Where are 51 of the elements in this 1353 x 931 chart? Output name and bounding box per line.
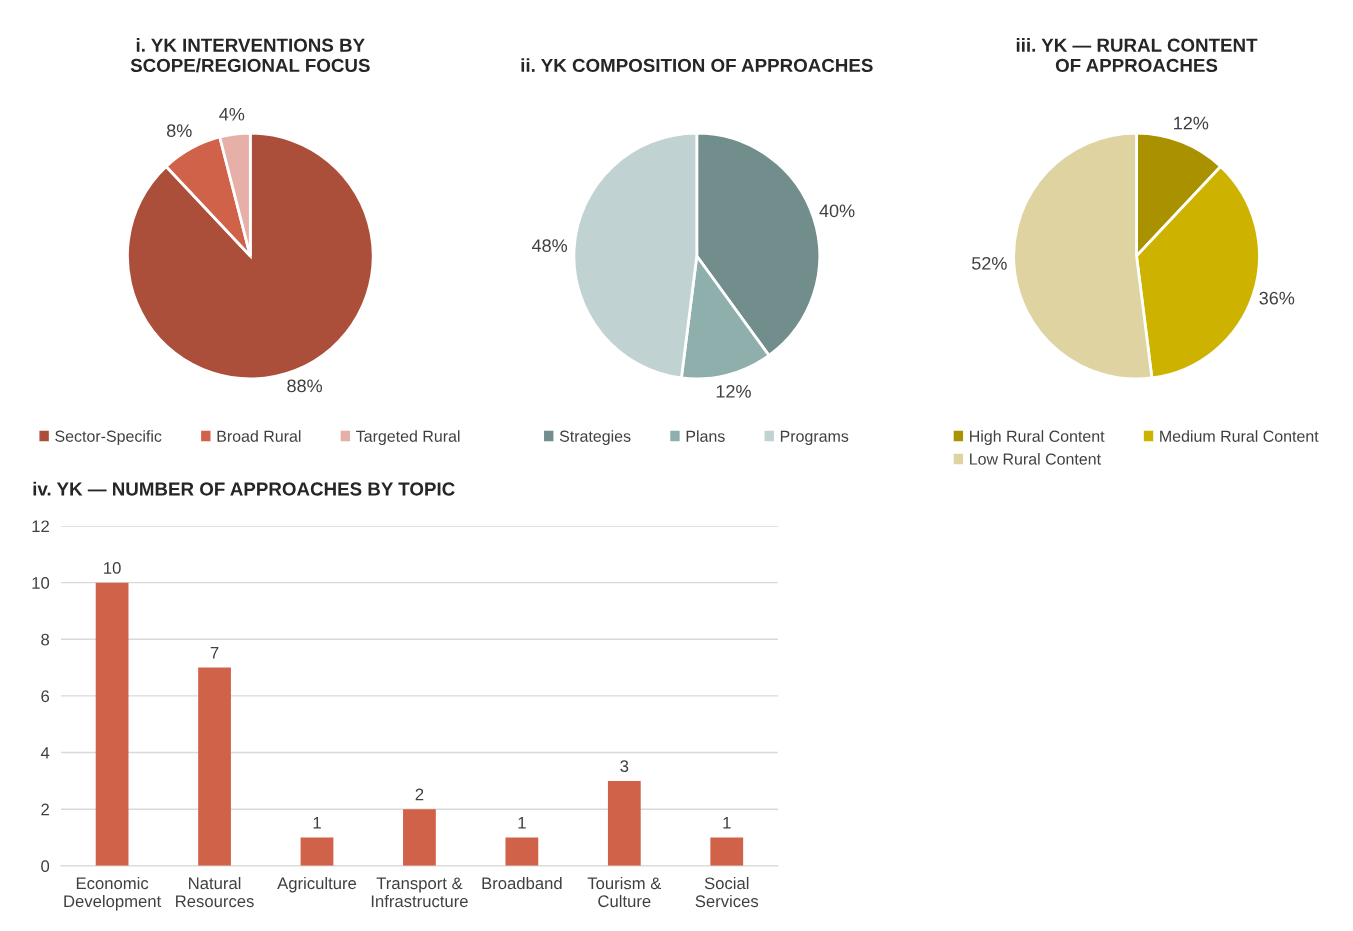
data-label: 1 xyxy=(518,817,526,829)
legend-label: Strategies xyxy=(559,430,631,446)
bar xyxy=(710,837,744,866)
data-label: 3 xyxy=(620,760,629,773)
y-tick-label: 4 xyxy=(40,747,50,759)
x-tick-label: Agriculture xyxy=(277,876,357,893)
chart-title: iii. YK — RURAL CONTENT OF APPROACHES xyxy=(1016,38,1258,73)
data-label: 48% xyxy=(531,239,568,252)
data-label: 7 xyxy=(210,647,219,659)
data-label: 12% xyxy=(716,384,751,398)
y-tick-label: 0 xyxy=(41,860,50,873)
data-label: 1 xyxy=(313,817,321,829)
y-tick-label: 12 xyxy=(32,520,49,533)
data-label: 10 xyxy=(104,562,121,574)
legend-label: Targeted Rural xyxy=(356,430,460,446)
bar xyxy=(607,780,641,866)
legend-label: Medium Rural Content xyxy=(1160,430,1319,442)
data-label: 1 xyxy=(723,817,731,829)
chart-title: ii. YK COMPOSITION OF APPROACHES xyxy=(521,58,873,73)
legend-label: Broad Rural xyxy=(217,430,301,442)
bar xyxy=(95,582,129,866)
chart-title: iv. YK — NUMBER OF APPROACHES BY TOPIC xyxy=(33,481,455,496)
x-tick-label: Broadband xyxy=(482,876,562,890)
data-label: 52% xyxy=(971,256,1007,270)
legend-label: High Rural Content xyxy=(970,430,1105,446)
data-label: 4% xyxy=(219,107,245,121)
y-tick-label: 2 xyxy=(41,803,49,816)
y-tick-label: 6 xyxy=(41,690,50,703)
legend-label: Programs xyxy=(780,430,849,446)
x-tick-label: Economic Development xyxy=(64,876,162,911)
x-tick-label: Transport & Infrastructure xyxy=(371,877,468,908)
y-tick-label: 8 xyxy=(41,633,50,646)
data-label: 40% xyxy=(819,204,855,218)
y-tick-label: 10 xyxy=(32,577,50,589)
legend-label: Low Rural Content xyxy=(970,453,1101,465)
legend-label: Plans xyxy=(686,430,725,442)
data-label: 8% xyxy=(167,124,192,138)
x-tick-label: Tourism & Culture xyxy=(587,876,662,908)
legend-label: Sector-Specific xyxy=(55,430,162,446)
x-tick-label: Natural Resources xyxy=(176,876,254,908)
data-label: 2 xyxy=(415,788,424,801)
bar xyxy=(505,837,539,866)
bar xyxy=(403,809,436,866)
bar xyxy=(198,667,231,866)
bar xyxy=(300,837,334,866)
data-label: 88% xyxy=(287,379,323,393)
chart-title: i. YK INTERVENTIONS BY SCOPE/REGIONAL FOCUS xyxy=(130,38,370,73)
pie-slice xyxy=(164,135,252,258)
x-tick-label: Social Services xyxy=(695,876,759,908)
data-label: 36% xyxy=(1259,291,1295,305)
data-label: 12% xyxy=(1174,116,1209,130)
